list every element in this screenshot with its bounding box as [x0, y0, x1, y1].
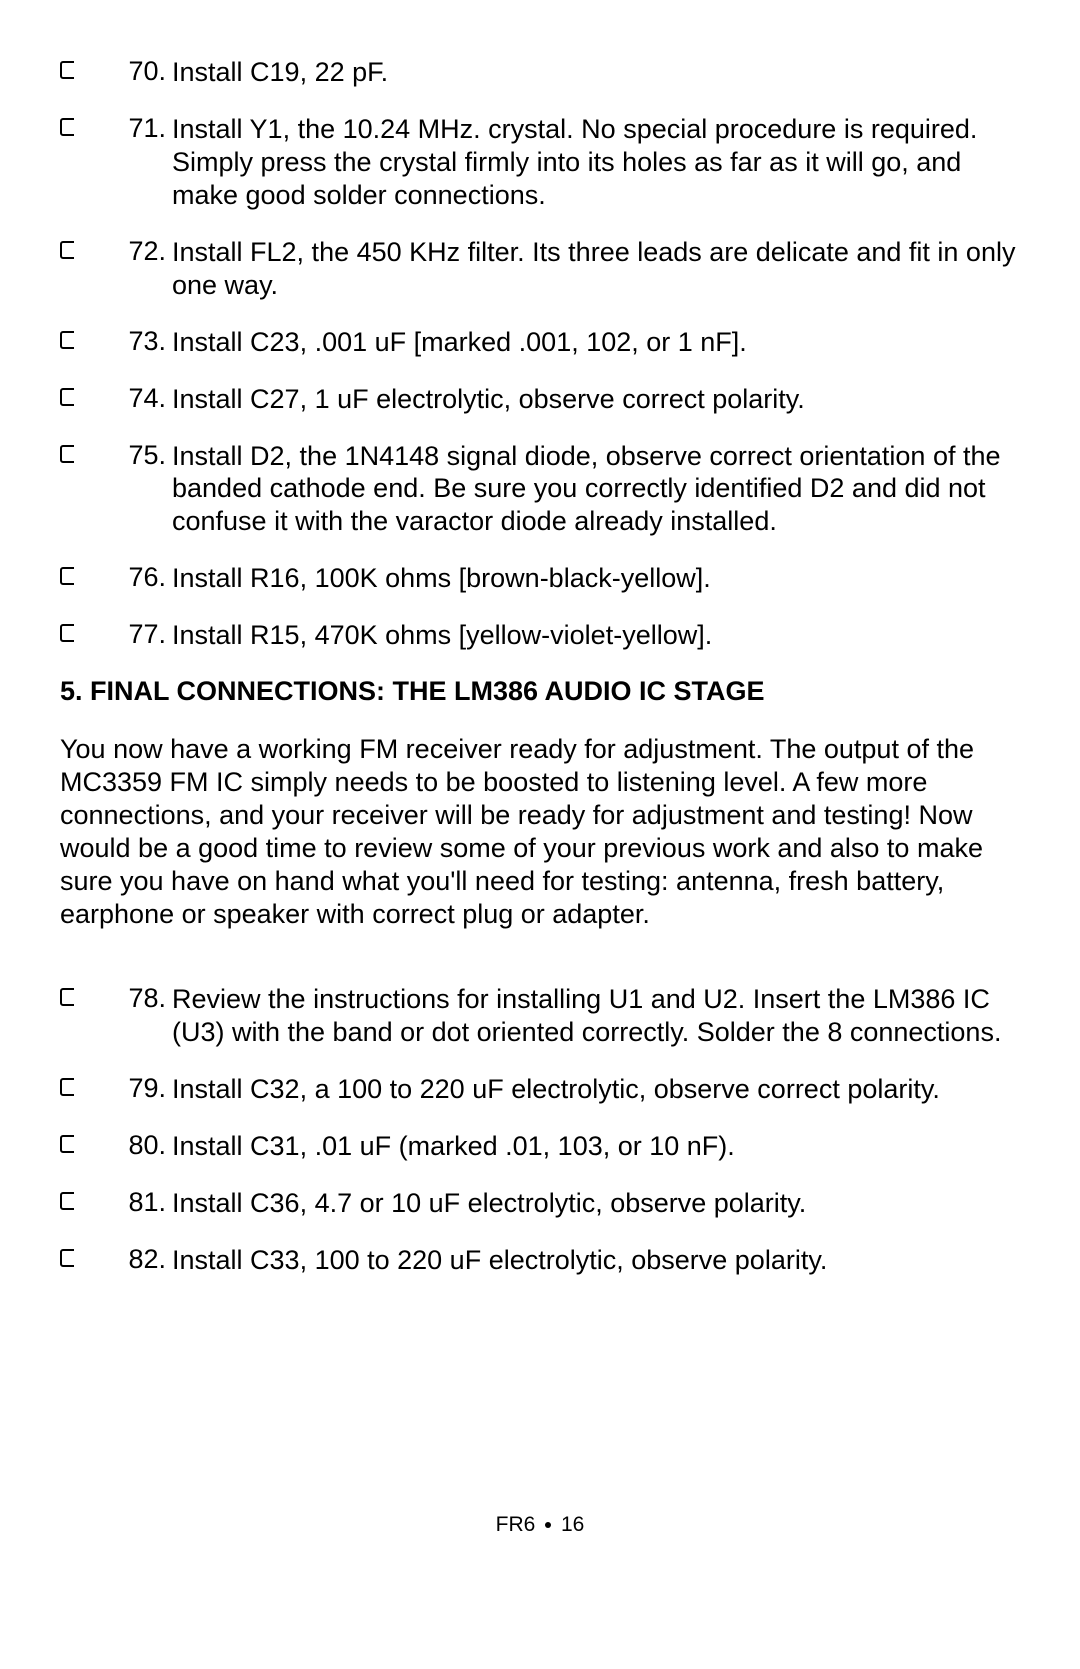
checklist-item: 74.Install C27, 1 uF electrolytic, obser… — [60, 383, 1020, 416]
body-paragraph: You now have a working FM receiver ready… — [60, 733, 1020, 931]
item-number: 81. — [102, 1187, 172, 1218]
item-text: Review the instructions for installing U… — [172, 983, 1020, 1049]
checklist-item: 79.Install C32, a 100 to 220 uF electrol… — [60, 1073, 1020, 1106]
checklist-item: 76.Install R16, 100K ohms [brown-black-y… — [60, 562, 1020, 595]
item-number: 82. — [102, 1244, 172, 1275]
checkbox-icon[interactable] — [60, 388, 80, 406]
checklist-item: 71.Install Y1, the 10.24 MHz. crystal. N… — [60, 113, 1020, 212]
checkbox-icon[interactable] — [60, 118, 80, 136]
checkbox-icon[interactable] — [60, 1078, 80, 1096]
checkbox-icon[interactable] — [60, 61, 80, 79]
item-text: Install C27, 1 uF electrolytic, observe … — [172, 383, 1020, 416]
checkbox-icon[interactable] — [60, 1192, 80, 1210]
checkbox-icon[interactable] — [60, 1135, 80, 1153]
item-number: 73. — [102, 326, 172, 357]
item-number: 70. — [102, 56, 172, 87]
item-number: 80. — [102, 1130, 172, 1161]
checkbox-icon[interactable] — [60, 988, 80, 1006]
item-number: 74. — [102, 383, 172, 414]
checkbox-icon[interactable] — [60, 567, 80, 585]
item-number: 71. — [102, 113, 172, 144]
checklist-item: 75.Install D2, the 1N4148 signal diode, … — [60, 440, 1020, 539]
checklist-item: 73.Install C23, .001 uF [marked .001, 10… — [60, 326, 1020, 359]
checklist-item: 72.Install FL2, the 450 KHz filter. Its … — [60, 236, 1020, 302]
footer-doc-id: FR6 — [496, 1513, 536, 1536]
item-text: Install R16, 100K ohms [brown-black-yell… — [172, 562, 1020, 595]
checkbox-icon[interactable] — [60, 1249, 80, 1267]
item-text: Install C33, 100 to 220 uF electrolytic,… — [172, 1244, 1020, 1277]
footer-bullet-icon — [545, 1522, 551, 1528]
item-number: 78. — [102, 983, 172, 1014]
item-text: Install C19, 22 pF. — [172, 56, 1020, 89]
item-number: 75. — [102, 440, 172, 471]
checkbox-icon[interactable] — [60, 445, 80, 463]
item-number: 79. — [102, 1073, 172, 1104]
checkbox-icon[interactable] — [60, 624, 80, 642]
checklist-item: 77.Install R15, 470K ohms [yellow-violet… — [60, 619, 1020, 652]
checklist-item: 80.Install C31, .01 uF (marked .01, 103,… — [60, 1130, 1020, 1163]
page-content: 70.Install C19, 22 pF.71.Install Y1, the… — [0, 0, 1080, 1276]
item-number: 72. — [102, 236, 172, 267]
checklist-section-1: 70.Install C19, 22 pF.71.Install Y1, the… — [60, 56, 1020, 652]
footer-page-number: 16 — [561, 1513, 584, 1536]
item-text: Install C32, a 100 to 220 uF electrolyti… — [172, 1073, 1020, 1106]
item-text: Install C23, .001 uF [marked .001, 102, … — [172, 326, 1020, 359]
item-text: Install D2, the 1N4148 signal diode, obs… — [172, 440, 1020, 539]
item-text: Install C31, .01 uF (marked .01, 103, or… — [172, 1130, 1020, 1163]
item-text: Install R15, 470K ohms [yellow-violet-ye… — [172, 619, 1020, 652]
checklist-section-2: 78.Review the instructions for installin… — [60, 983, 1020, 1277]
checklist-item: 70.Install C19, 22 pF. — [60, 56, 1020, 89]
page-footer: FR6 16 — [0, 1513, 1080, 1537]
item-text: Install C36, 4.7 or 10 uF electrolytic, … — [172, 1187, 1020, 1220]
checkbox-icon[interactable] — [60, 331, 80, 349]
section-heading: 5. FINAL CONNECTIONS: THE LM386 AUDIO IC… — [60, 676, 1020, 707]
item-number: 77. — [102, 619, 172, 650]
item-text: Install FL2, the 450 KHz filter. Its thr… — [172, 236, 1020, 302]
checklist-item: 81.Install C36, 4.7 or 10 uF electrolyti… — [60, 1187, 1020, 1220]
checkbox-icon[interactable] — [60, 241, 80, 259]
checklist-item: 78.Review the instructions for installin… — [60, 983, 1020, 1049]
checklist-item: 82.Install C33, 100 to 220 uF electrolyt… — [60, 1244, 1020, 1277]
item-text: Install Y1, the 10.24 MHz. crystal. No s… — [172, 113, 1020, 212]
item-number: 76. — [102, 562, 172, 593]
